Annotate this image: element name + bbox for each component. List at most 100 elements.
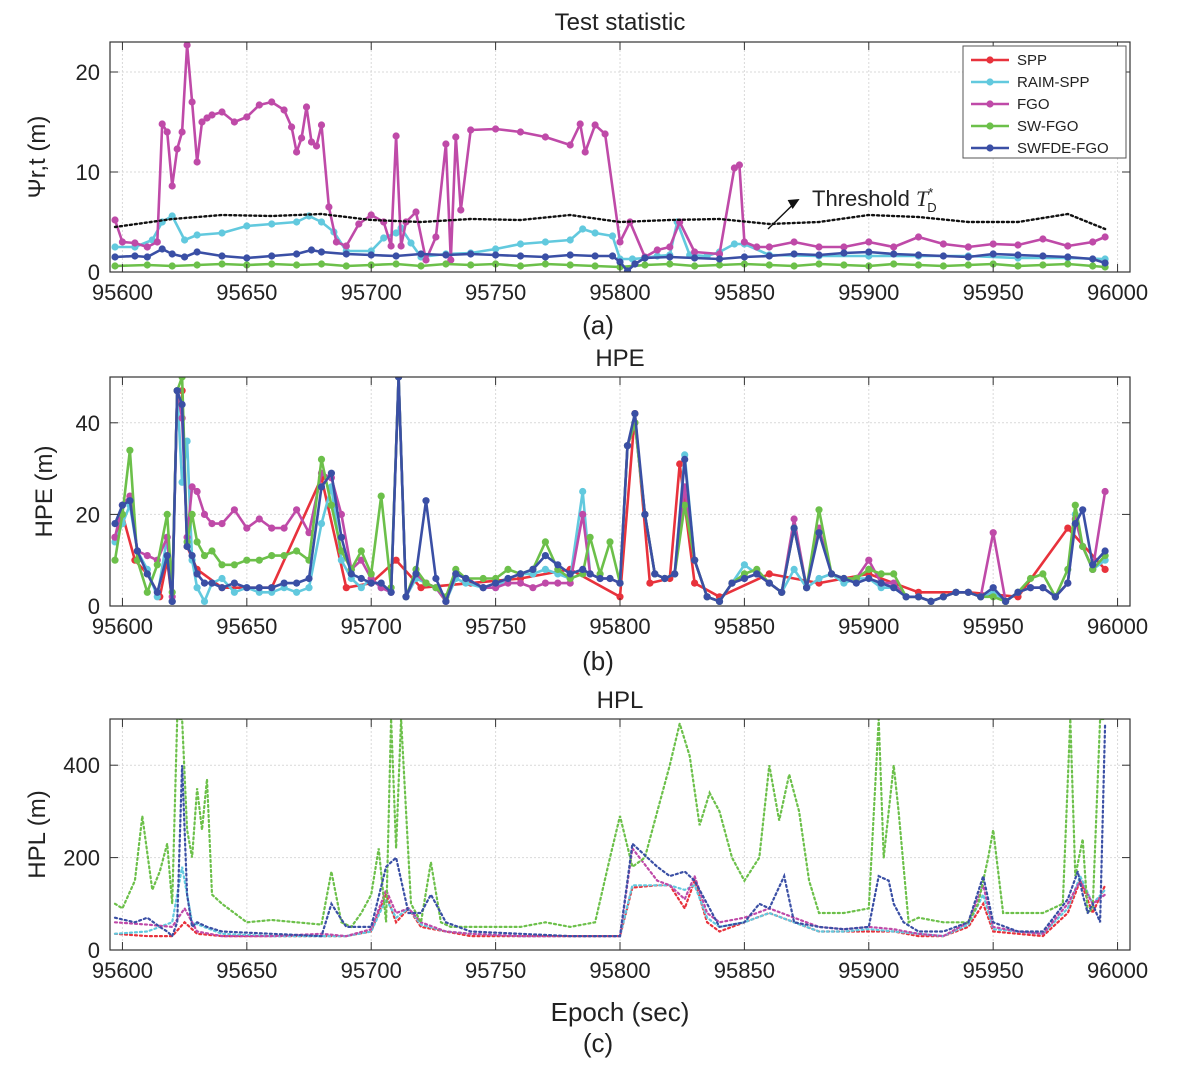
legend-label: RAIM-SPP (1017, 74, 1090, 91)
series-sw-fgo-point (111, 262, 119, 270)
series-sw-fgo-point (188, 510, 196, 518)
series-fgo-point (492, 125, 500, 133)
series-fgo-point (840, 243, 848, 251)
series-swfde-fgo-point (852, 579, 860, 587)
threshold-annotation: Threshold T* D (812, 185, 937, 215)
series-raim-spp-point (317, 520, 326, 528)
series-raim-spp-point (815, 574, 823, 583)
series-swfde-fgo-point (377, 579, 385, 587)
series-swfde-fgo-point (865, 248, 873, 256)
series-raim-spp-point (243, 222, 251, 230)
y-tick-label: 0 (88, 938, 100, 963)
series-spp-point (676, 460, 684, 468)
series-fgo-point (168, 182, 176, 190)
series-fgo-point (298, 134, 306, 142)
series-swfde-fgo-point (765, 252, 773, 260)
series-raim-spp-point (790, 565, 798, 574)
series-fgo-point (452, 133, 460, 141)
panel-hpe: 95600 95650 95700 95750 95800 95850 95900 95950… (31, 345, 1148, 639)
series-fgo-point (989, 240, 997, 248)
x-tick-label: 95700 (341, 614, 402, 639)
series-fgo-point (691, 248, 699, 256)
series-swfde-fgo-point (218, 584, 226, 592)
series-fgo-point (280, 106, 288, 114)
series-swfde-fgo-point (566, 570, 574, 578)
series-swfde-fgo-point (479, 584, 487, 592)
series-fgo-point (529, 584, 537, 592)
y-tick-label: 10 (76, 160, 100, 185)
series-fgo-point (740, 238, 749, 246)
series-swfde-fgo-point (218, 252, 226, 260)
series-sw-fgo-point (939, 262, 948, 270)
series-sw-fgo-point (255, 556, 263, 564)
series-swfde-fgo-point (790, 524, 798, 532)
series-swfde-fgo-line (113, 722, 1107, 939)
series-fgo-point (312, 142, 321, 150)
series-swfde-fgo-point (815, 251, 823, 259)
series-raim-spp-point (566, 236, 574, 244)
legend-label: SPP (1017, 52, 1047, 69)
series-swfde-fgo-point (317, 248, 326, 256)
series-fgo-point (516, 128, 525, 136)
series-spp-point (342, 584, 350, 592)
series-swfde-fgo-point (181, 253, 189, 261)
series-sw-fgo-point (715, 261, 724, 269)
series-fgo-point (579, 510, 587, 518)
series-fgo-point (280, 524, 288, 532)
series-swfde-fgo-point (327, 469, 335, 477)
series-fgo-point (317, 121, 326, 129)
series-fgo-point (1014, 241, 1022, 249)
series-raim-spp-point (516, 240, 525, 248)
series-swfde-fgo-point (591, 252, 599, 260)
legend-swatch-marker (986, 144, 994, 152)
series-swfde-fgo-point (462, 574, 470, 583)
series-swfde-fgo-point (914, 251, 923, 259)
legend-label: FGO (1017, 96, 1050, 113)
series-sw-fgo-point (432, 584, 440, 592)
series-fgo-point (581, 148, 589, 156)
series-raim-spp-point (579, 225, 587, 233)
series-fgo-point (218, 520, 226, 528)
series-swfde-fgo-point (989, 584, 997, 592)
series-swfde-fgo-point (392, 252, 400, 260)
series-raim-spp-point (608, 232, 617, 240)
x-tick-label: 95800 (589, 614, 650, 639)
series-sw-fgo-point (163, 510, 171, 518)
series-raim-spp-line (113, 866, 1107, 938)
series-fgo-point (1039, 235, 1047, 243)
series-swfde-fgo-point (1101, 259, 1109, 267)
series-fgo-point (653, 246, 661, 254)
series-raim-spp-point (380, 234, 388, 242)
series-sw-fgo-point (193, 261, 201, 269)
series-sw-fgo-point (417, 262, 425, 270)
legend-swatch-marker (986, 78, 994, 86)
series-swfde-fgo-point (193, 248, 201, 256)
series-swfde-fgo-point (529, 565, 537, 574)
series-sw-fgo-point (293, 547, 301, 555)
series-swfde-fgo-point (803, 584, 811, 592)
series-sw-fgo-point (840, 261, 848, 269)
series-swfde-fgo-point (126, 497, 134, 505)
series-swfde-fgo-point (865, 574, 873, 583)
series-swfde-fgo-point (268, 252, 276, 260)
series-raim-spp-point (218, 229, 226, 237)
series-sw-fgo-point (890, 260, 898, 268)
series-fgo-point (218, 108, 226, 116)
series-raim-spp-point (579, 487, 587, 496)
series-swfde-fgo-point (977, 593, 985, 601)
series-swfde-fgo-point (541, 552, 550, 560)
series-sw-fgo-point (566, 261, 574, 269)
series-sw-fgo-point (357, 547, 365, 555)
series-sw-fgo-point (392, 260, 400, 268)
series-swfde-fgo-point (168, 597, 176, 606)
y-tick-label: 40 (76, 411, 100, 436)
series-sw-fgo-point (317, 455, 326, 463)
series-swfde-fgo-point (1089, 255, 1097, 263)
series-swfde-fgo-point (671, 570, 679, 578)
series-sw-fgo-point (504, 565, 512, 574)
series-swfde-fgo-point (305, 574, 313, 583)
series-raim-spp-point (218, 574, 226, 583)
series-sw-fgo-point (268, 260, 276, 268)
series-swfde-fgo-point (432, 574, 440, 583)
series-sw-fgo-point (317, 260, 326, 268)
